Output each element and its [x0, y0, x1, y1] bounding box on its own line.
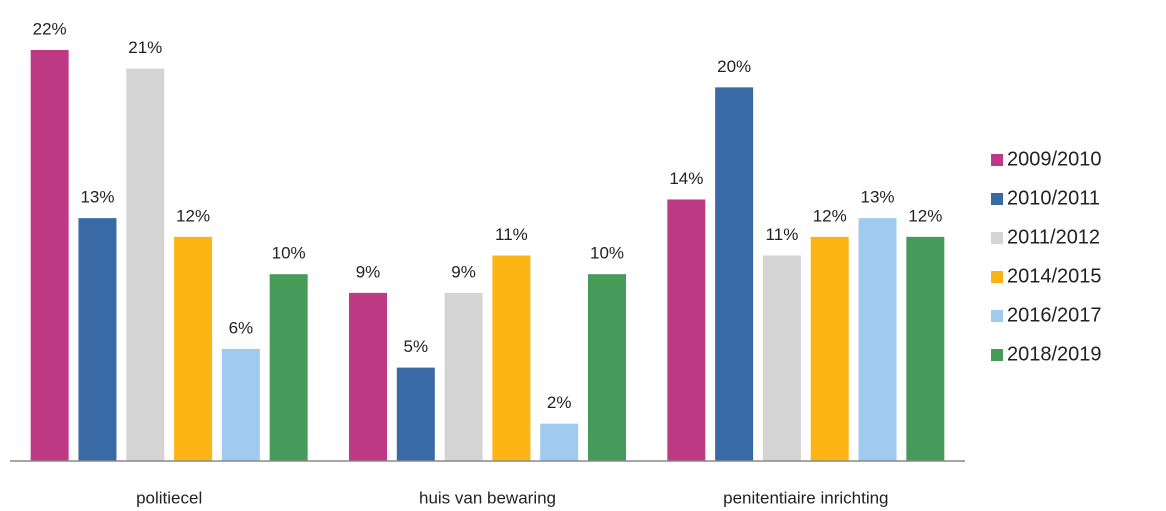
legend-swatch	[991, 154, 1003, 166]
data-label: 11%	[766, 225, 799, 244]
data-label: 13%	[861, 188, 895, 207]
bar	[492, 255, 531, 461]
bar	[78, 218, 117, 461]
legend-label: 2010/2011	[1007, 187, 1100, 209]
bar	[906, 236, 945, 461]
bar	[762, 255, 801, 461]
legend-swatch	[991, 271, 1003, 283]
data-label: 13%	[80, 188, 114, 207]
bar	[667, 199, 706, 462]
data-label: 20%	[717, 57, 751, 76]
x-tick-label: penitentiaire inrichting	[723, 488, 888, 507]
bar	[221, 348, 260, 461]
legend-label: 2018/2019	[1007, 343, 1102, 365]
bar	[30, 50, 69, 461]
legend-swatch	[991, 232, 1003, 244]
x-tick-label: huis van bewaring	[419, 488, 556, 507]
bar	[349, 292, 387, 461]
bar	[126, 68, 165, 461]
bar	[174, 236, 213, 461]
data-label: 21%	[128, 38, 162, 57]
bar	[715, 87, 754, 461]
legend-swatch	[991, 349, 1003, 361]
data-label: 9%	[356, 262, 381, 281]
x-tick-label: politiecel	[136, 488, 202, 507]
data-label: 10%	[272, 244, 306, 263]
bar	[858, 218, 897, 461]
data-label: 12%	[176, 206, 210, 225]
data-label: 22%	[33, 19, 67, 38]
bar	[396, 367, 435, 461]
data-label: 5%	[404, 337, 429, 356]
data-label: 9%	[451, 262, 476, 281]
bar	[269, 274, 308, 461]
legend-label: 2016/2017	[1007, 304, 1102, 326]
bar	[540, 423, 579, 461]
legend-swatch	[991, 310, 1003, 322]
legend-label: 2011/2012	[1007, 226, 1100, 248]
data-label: 11%	[495, 225, 528, 244]
data-label: 10%	[590, 244, 624, 263]
data-label: 12%	[813, 206, 847, 225]
legend-label: 2009/2010	[1007, 148, 1102, 170]
data-label: 6%	[229, 318, 254, 337]
bar	[810, 236, 849, 461]
legend-label: 2014/2015	[1007, 265, 1102, 287]
bar	[588, 274, 626, 461]
data-label: 14%	[669, 169, 703, 188]
legend-swatch	[991, 193, 1003, 205]
bar	[444, 292, 483, 461]
data-label: 12%	[908, 206, 942, 225]
data-label: 2%	[547, 393, 572, 412]
